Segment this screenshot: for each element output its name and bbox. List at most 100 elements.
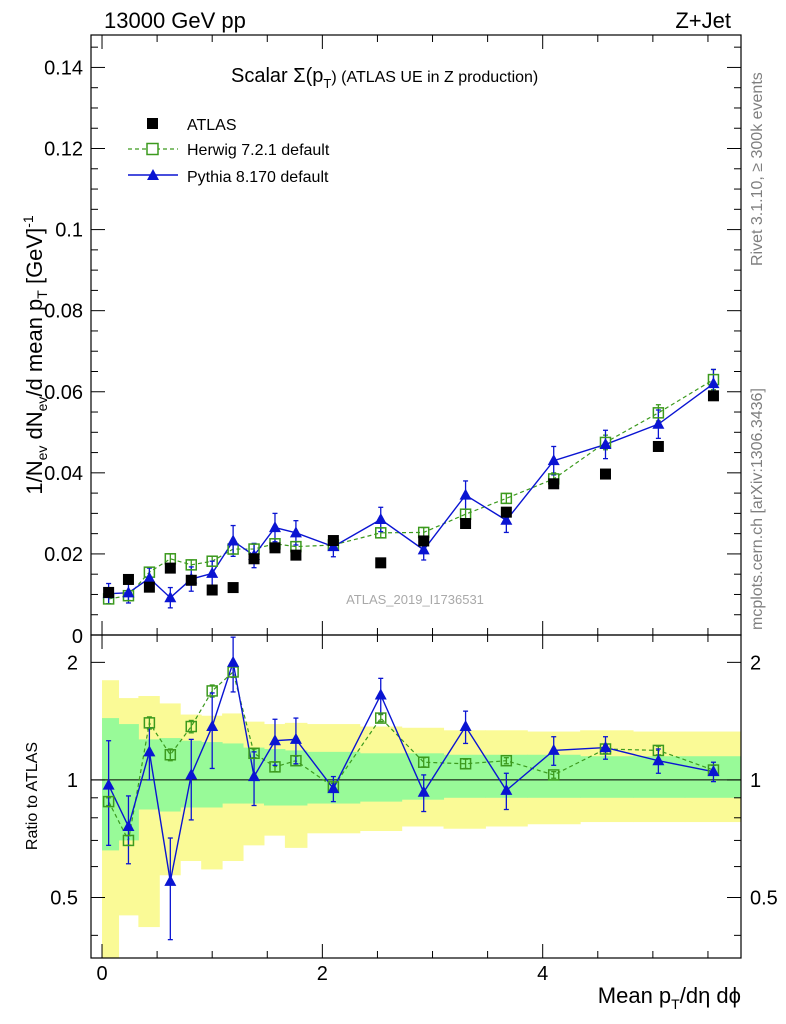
- ratio-y-axis-label: Ratio to ATLAS: [24, 742, 41, 850]
- ratio-axes: 0 2 4 0.5 0.5 1 1 2 2: [50, 634, 778, 985]
- ratio-herwig-point: [122, 834, 135, 847]
- atlas-point: [269, 542, 281, 554]
- x-tick-label: 2: [317, 963, 328, 985]
- main-y-tick-label: 0.08: [44, 301, 83, 323]
- ylabel-part-8: -1: [20, 215, 36, 228]
- xlabel-sub: T: [671, 996, 680, 1012]
- chart-title: Scalar Σ(pT) (ATLAS UE in Z production): [231, 65, 538, 91]
- pythia-point: [143, 571, 156, 583]
- ratio-pythia-point: [143, 745, 156, 757]
- pythia-point: [374, 512, 387, 524]
- atlas-point: [122, 573, 134, 585]
- pythia-line: [108, 383, 714, 599]
- main-y-zero-label: 0: [72, 626, 83, 648]
- ratio-herwig-point: [547, 769, 560, 781]
- main-y-tick-label: 0.1: [55, 220, 83, 242]
- atlas-point: [652, 440, 664, 452]
- ratio-herwig-point: [164, 749, 177, 761]
- ratio-y-tick-label-right: 0.5: [750, 888, 778, 910]
- ratio-herwig-point: [269, 761, 281, 773]
- atlas-point: [248, 553, 260, 565]
- chart-title-main: Scalar Σ(p: [231, 65, 323, 87]
- ylabel-part-7: [GeV]: [22, 228, 47, 290]
- header-left-label: 13000 GeV pp: [104, 8, 246, 33]
- pythia-point: [599, 437, 612, 449]
- herwig-point: [206, 555, 218, 567]
- atlas-point: [327, 535, 339, 547]
- ylabel-part-1: 1/N: [22, 460, 47, 494]
- legend-pythia-label: Pythia 8.170 default: [187, 169, 329, 186]
- ratio-pythia-point: [122, 819, 135, 831]
- ratio-band-inner: [201, 742, 223, 808]
- main-y-tick-label: 0.02: [44, 544, 83, 566]
- header-right-label: Z+Jet: [675, 8, 731, 33]
- ratio-herwig-point: [374, 712, 387, 724]
- atlas-point: [227, 582, 239, 594]
- atlas-point: [290, 549, 302, 561]
- ratio-frame: [90, 634, 742, 959]
- ratio-pythia-point: [417, 785, 430, 797]
- herwig-line: [108, 379, 714, 600]
- legend-herwig-label: Herwig 7.2.1 default: [187, 142, 330, 159]
- ratio-panel: [91, 636, 741, 958]
- pythia-point: [417, 543, 430, 555]
- main-y-tick-label: 0.14: [44, 57, 83, 79]
- chart-title-tail: ) (ATLAS UE in Z production): [331, 69, 538, 86]
- mcplots-label: mcplots.cern.ch [arXiv:1306.3436]: [749, 388, 766, 630]
- ratio-herwig-point: [185, 720, 198, 733]
- atlas-point: [707, 390, 719, 402]
- xlabel-main: Mean p: [598, 983, 671, 1008]
- ratio-pythia-point: [268, 734, 281, 746]
- legend: ATLAS Herwig 7.2.1 default Pythia 8.170 …: [128, 117, 330, 186]
- herwig-point: [374, 527, 387, 539]
- x-tick-label: 0: [96, 963, 107, 985]
- ratio-pythia-point: [500, 783, 513, 795]
- atlas-point: [164, 562, 176, 574]
- ratio-pythia-point: [248, 770, 261, 782]
- main-y-tick-label: 0.12: [44, 139, 83, 161]
- ratio-pythia-point: [327, 782, 340, 794]
- ratio-pythia-point: [206, 720, 219, 732]
- pythia-point: [500, 513, 513, 525]
- ratio-herwig-point: [417, 756, 430, 768]
- herwig-point: [500, 492, 513, 505]
- analysis-watermark: ATLAS_2019_I1736531: [346, 592, 484, 607]
- ratio-pythia-point: [102, 778, 115, 790]
- x-axis-label: Mean pT/dη dϕ: [598, 983, 741, 1012]
- pythia-point: [206, 566, 219, 578]
- ratio-band-inner: [580, 756, 634, 798]
- xlabel-tail: /dη dϕ: [680, 983, 741, 1008]
- ratio-band-inner: [443, 754, 486, 798]
- ratio-pythia-point: [185, 768, 198, 780]
- ratio-pythia-point: [652, 754, 665, 766]
- atlas-point: [143, 581, 155, 593]
- ratio-pythia-point: [289, 732, 302, 744]
- ratio-pythia-point: [599, 741, 612, 753]
- herwig-point: [185, 559, 198, 571]
- ylabel-part-6: T: [34, 290, 50, 299]
- legend-atlas-label: ATLAS: [187, 117, 237, 134]
- ratio-pythia-point: [459, 720, 472, 732]
- ratio-herwig-point: [290, 754, 302, 767]
- pythia-point: [459, 488, 472, 500]
- ratio-herwig-point: [500, 754, 513, 767]
- main-y-tick-label: 0.06: [44, 382, 83, 404]
- atlas-point: [103, 586, 115, 598]
- ratio-pythia-point: [374, 688, 387, 700]
- main-y-axis-label: 1/Nev dNev/d mean pT [GeV]-1: [20, 215, 50, 495]
- ratio-y-tick-label-left: 1: [67, 770, 78, 792]
- main-y-tick-label: 0.04: [44, 463, 83, 485]
- x-tick-label: 4: [537, 963, 548, 985]
- ratio-y-tick-label-left: 0.5: [50, 888, 78, 910]
- pythia-point: [707, 377, 720, 389]
- pythia-point: [227, 534, 240, 546]
- ratio-band-inner: [359, 753, 403, 802]
- pythia-point: [547, 454, 560, 466]
- atlas-point: [548, 478, 560, 490]
- ratio-pythia-point: [547, 743, 560, 755]
- atlas-point: [599, 468, 611, 480]
- pythia-point: [164, 591, 177, 603]
- atlas-point: [500, 506, 512, 518]
- ratio-herwig-point: [102, 795, 115, 808]
